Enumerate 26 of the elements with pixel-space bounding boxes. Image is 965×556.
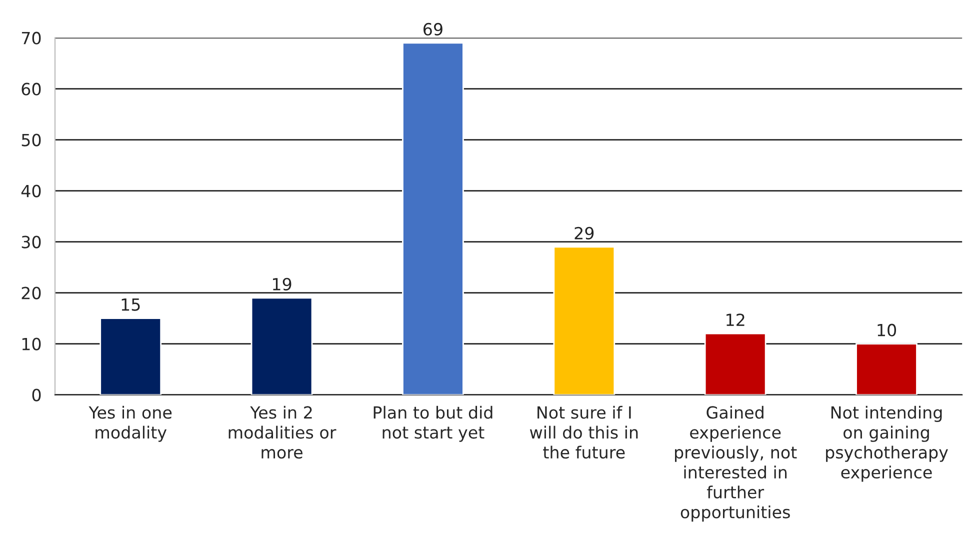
y-tick-label: 30 <box>22 236 41 248</box>
data-label: 29 <box>574 226 594 240</box>
bar <box>553 246 616 395</box>
y-tick-label: 40 <box>21 184 41 198</box>
y-tick-label: 60 <box>22 82 41 96</box>
y-tick-label: 70 <box>22 32 41 44</box>
data-label: 15 <box>122 298 140 311</box>
x-tick-label: Not intending on gaining psychotherapy experience <box>826 406 948 482</box>
x-tick-label: Not sure if I will do this in the future <box>530 406 638 459</box>
bar <box>100 318 162 395</box>
bar <box>250 297 313 395</box>
x-tick-label: Gained experience previously, not interested in further opportunities <box>675 406 797 522</box>
data-label: 12 <box>726 314 744 326</box>
y-tick-label: 0 <box>32 388 41 402</box>
bar <box>704 332 766 395</box>
bar <box>402 42 464 395</box>
data-label: 10 <box>878 324 896 336</box>
data-label: 69 <box>424 22 442 36</box>
y-tick-label: 20 <box>22 286 41 300</box>
x-tick-label: Plan to but did not start yet <box>374 406 492 442</box>
data-label: 19 <box>273 278 292 290</box>
x-tick-label: Yes in one modality <box>88 406 172 442</box>
y-tick-label: 50 <box>22 134 41 146</box>
y-tick-label: 10 <box>22 338 41 350</box>
x-tick-label: Yes in 2 modalities or more <box>228 406 336 459</box>
bar <box>856 343 918 395</box>
